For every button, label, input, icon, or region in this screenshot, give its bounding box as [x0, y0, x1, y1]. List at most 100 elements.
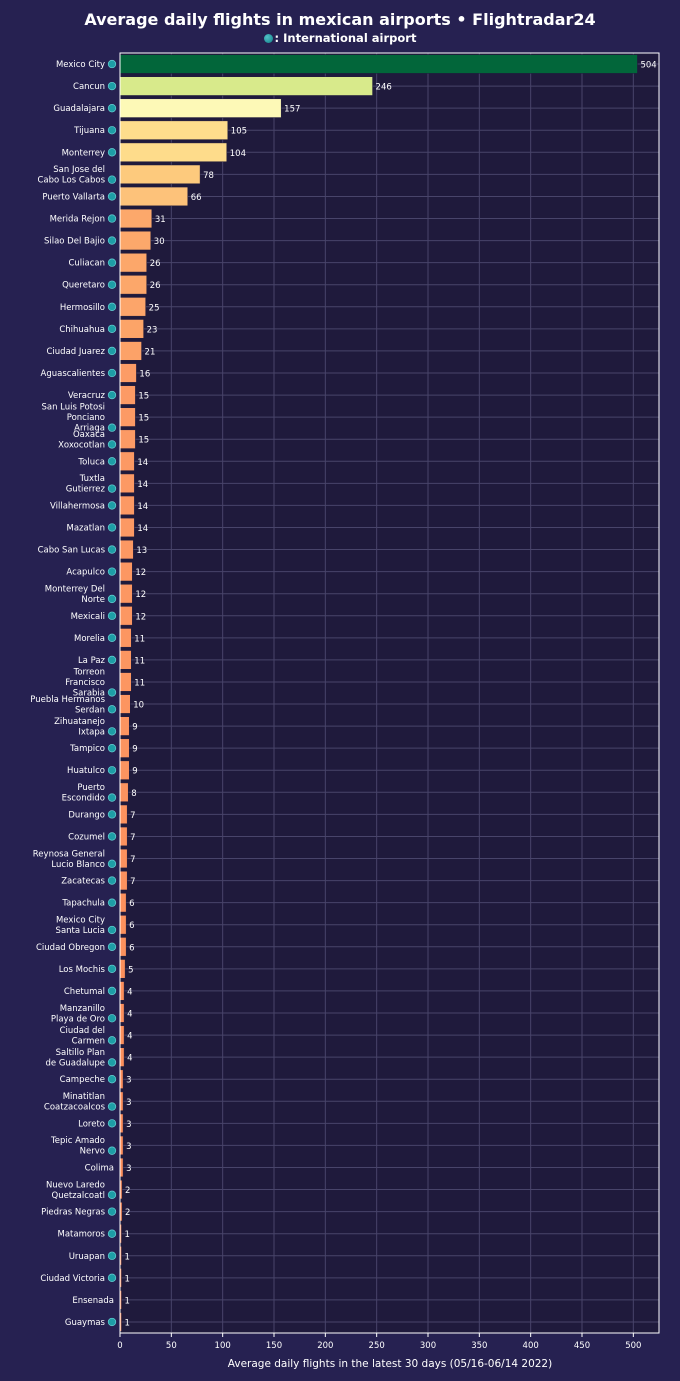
bar-value-label: 13 — [136, 546, 147, 556]
legend-label: : International airport — [274, 31, 417, 45]
bar-value-label: 6 — [129, 943, 134, 953]
globe-icon — [107, 501, 117, 510]
bar-category-label: Uruapan — [69, 1252, 105, 1262]
bar-value-label: 1 — [125, 1252, 130, 1262]
globe-icon — [107, 81, 117, 91]
bar-category-label: Huatulco — [67, 766, 105, 776]
bar-value-label: 12 — [135, 612, 146, 622]
globe-icon — [107, 744, 117, 753]
globe-icon — [107, 423, 117, 432]
bar-category-label: Piedras Negras — [41, 1208, 105, 1218]
bar-category-label: Ciudad del Carmen — [60, 1026, 105, 1047]
globe-icon — [107, 766, 117, 775]
globe-icon — [107, 898, 117, 907]
globe-icon — [107, 440, 117, 449]
globe-icon — [107, 1119, 117, 1128]
globe-icon — [107, 192, 117, 201]
bar — [119, 54, 638, 74]
globe-icon — [107, 1273, 117, 1282]
globe-icon — [107, 302, 117, 311]
bar-category-label: Guadalajara — [53, 104, 105, 114]
bar-value-label: 105 — [231, 127, 247, 137]
bar-value-label: 3 — [126, 1098, 131, 1108]
bar — [119, 716, 130, 736]
x-tick-label: 300 — [420, 1341, 436, 1351]
bar-value-label: 3 — [126, 1142, 131, 1152]
bar — [119, 584, 133, 604]
bar-value-label: 9 — [132, 767, 137, 777]
bar — [119, 473, 135, 493]
globe-icon — [107, 126, 117, 135]
bar-value-label: 5 — [128, 965, 133, 975]
bar-category-label: Queretaro — [62, 281, 105, 291]
bar — [119, 848, 128, 869]
globe-icon — [107, 1146, 117, 1155]
globe-icon — [107, 390, 117, 400]
bar — [119, 208, 153, 229]
bar — [119, 495, 135, 516]
bar-category-label: Minatitlan Coatzacoalcos — [44, 1092, 106, 1113]
bar-value-label: 4 — [127, 1032, 132, 1042]
bar-value-label: 1 — [125, 1296, 130, 1306]
x-tick-label: 450 — [574, 1341, 590, 1351]
bar — [119, 297, 146, 317]
x-tick-label: 150 — [266, 1341, 282, 1351]
bar-category-label: Ciudad Obregon — [36, 943, 105, 953]
bar — [119, 76, 373, 96]
x-tick-label: 250 — [369, 1341, 385, 1351]
bar-value-label: 14 — [137, 458, 148, 468]
bar-category-label: Saltillo Plan de Guadalupe — [46, 1048, 106, 1069]
globe-icon — [107, 986, 117, 996]
bar — [119, 870, 128, 891]
bar-value-label: 11 — [134, 678, 145, 688]
bar-category-label: Chetumal — [64, 987, 105, 997]
bar-category-label: Veracruz — [68, 391, 106, 401]
bar-value-label: 7 — [130, 811, 135, 821]
bar — [119, 650, 132, 670]
bar — [119, 672, 132, 692]
bar-category-label: Tapachula — [61, 899, 105, 909]
globe-icon — [107, 594, 117, 604]
bar — [119, 981, 125, 1001]
bar-value-label: 30 — [154, 237, 165, 247]
bar-category-label: Nuevo Laredo Quetzalcoatl — [46, 1180, 105, 1201]
bar — [119, 429, 136, 449]
bar-value-label: 15 — [138, 414, 149, 424]
bar-value-label: 9 — [132, 723, 137, 733]
globe-icon — [107, 104, 117, 113]
x-tick-label: 50 — [166, 1341, 177, 1351]
globe-icon — [107, 148, 117, 157]
bar — [119, 937, 127, 957]
bar — [119, 363, 137, 383]
bar-category-label: Morelia — [74, 634, 105, 644]
bar-value-label: 7 — [130, 855, 135, 865]
bar-category-label: Puerto Escondido — [62, 783, 105, 804]
bar-value-label: 4 — [127, 1010, 132, 1020]
bar-value-label: 1 — [125, 1230, 130, 1240]
bar-value-label: 157 — [284, 105, 300, 115]
globe-icon — [107, 925, 117, 935]
bar — [119, 98, 282, 118]
globe-icon — [107, 567, 117, 576]
bar-value-label: 2 — [125, 1208, 130, 1218]
bar-value-label: 31 — [155, 215, 166, 225]
bar-category-label: Tijuana — [73, 126, 105, 136]
bar — [119, 319, 144, 339]
globe-icon — [107, 545, 117, 554]
globe-icon — [107, 214, 117, 223]
bar-category-label: Toluca — [77, 457, 105, 467]
globe-icon — [107, 1014, 117, 1023]
bar-value-label: 21 — [145, 347, 156, 357]
bar-category-label: Aguascalientes — [41, 369, 106, 379]
bar-category-label: La Paz — [78, 656, 106, 666]
bar-category-label: Monterrey — [62, 148, 105, 158]
bar — [119, 407, 136, 427]
bar-value-label: 10 — [133, 701, 144, 711]
bar-category-label: Manzanillo Playa de Oro — [51, 1004, 105, 1025]
bar — [119, 341, 142, 361]
bar-value-label: 1 — [125, 1318, 130, 1328]
bar-category-label: Guaymas — [65, 1318, 106, 1328]
bar-value-label: 16 — [139, 370, 150, 380]
globe-icon — [107, 793, 117, 802]
bar-category-label: Mazatlan — [66, 523, 105, 533]
